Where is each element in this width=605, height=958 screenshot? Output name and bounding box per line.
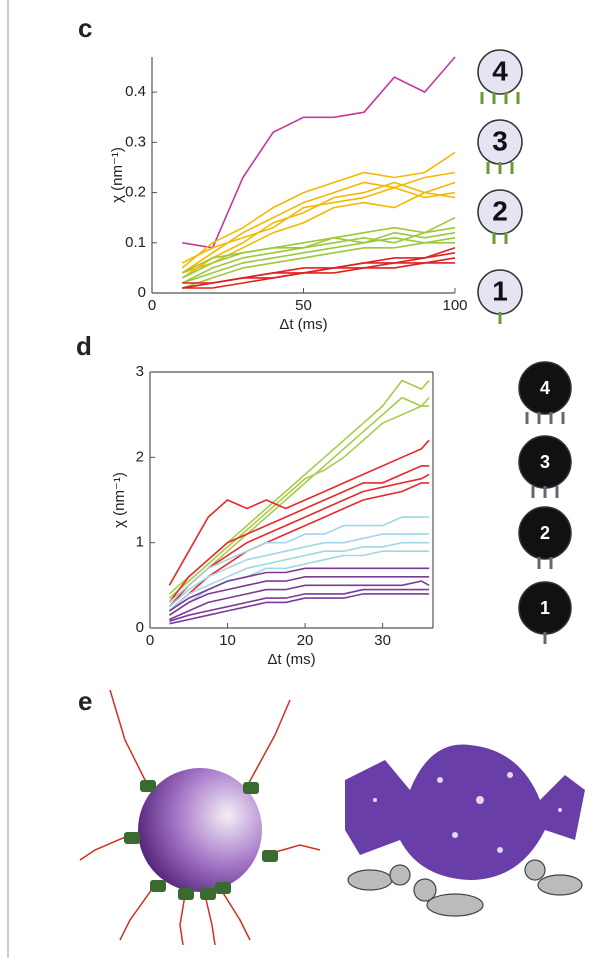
icon-label: 4	[492, 55, 508, 86]
data-line	[182, 188, 455, 263]
x-axis-label: Δt (ms)	[267, 651, 315, 668]
icon-label: 4	[540, 378, 550, 398]
data-line	[182, 263, 455, 288]
data-line	[182, 258, 455, 283]
valence-icon: 1	[478, 270, 522, 324]
y-tick-label: 0	[136, 619, 144, 636]
data-line	[169, 577, 429, 615]
y-axis-label: χ (nm⁻¹)	[111, 472, 128, 528]
illustration-candy	[345, 745, 585, 916]
y-tick-label: 0.4	[125, 83, 146, 100]
x-tick-label: 30	[374, 632, 391, 649]
icon-label: 3	[492, 125, 508, 156]
valence-icon: 4	[519, 362, 571, 424]
panel-label: c	[78, 13, 92, 43]
x-tick-label: 0	[146, 632, 154, 649]
figure: e c00.10.20.30.4050100Δt (ms)χ (nm⁻¹)432…	[0, 0, 605, 958]
data-line	[169, 581, 429, 619]
icon-label: 2	[540, 523, 550, 543]
valence-icon: 2	[478, 190, 522, 244]
icon-label: 2	[492, 195, 508, 226]
x-tick-label: 20	[297, 632, 314, 649]
x-tick-label: 100	[442, 297, 467, 314]
x-axis-label: Δt (ms)	[279, 316, 327, 333]
valence-icon: 3	[478, 120, 522, 174]
y-tick-label: 0	[138, 284, 146, 301]
y-axis-label: χ (nm⁻¹)	[109, 147, 126, 203]
data-line	[169, 398, 429, 603]
illustration-sphere	[80, 690, 320, 945]
valence-icon: 4	[478, 50, 522, 104]
valence-icon: 2	[519, 507, 571, 569]
panel-label: e	[78, 686, 92, 716]
y-tick-label: 2	[136, 448, 144, 465]
x-tick-label: 0	[148, 297, 156, 314]
y-tick-label: 0.1	[125, 234, 146, 251]
y-tick-label: 3	[136, 363, 144, 380]
y-tick-label: 0.2	[125, 184, 146, 201]
valence-icon: 3	[519, 436, 571, 498]
panel-label: d	[76, 331, 92, 361]
data-line	[182, 57, 455, 248]
x-tick-label: 10	[219, 632, 236, 649]
valence-icon: 1	[519, 582, 571, 644]
data-line	[169, 551, 429, 615]
icon-label: 1	[492, 275, 508, 306]
icon-label: 3	[540, 452, 550, 472]
y-tick-label: 0.3	[125, 133, 146, 150]
y-tick-label: 1	[136, 534, 144, 551]
x-tick-label: 50	[295, 297, 312, 314]
data-line	[169, 594, 429, 624]
icon-label: 1	[540, 598, 550, 618]
